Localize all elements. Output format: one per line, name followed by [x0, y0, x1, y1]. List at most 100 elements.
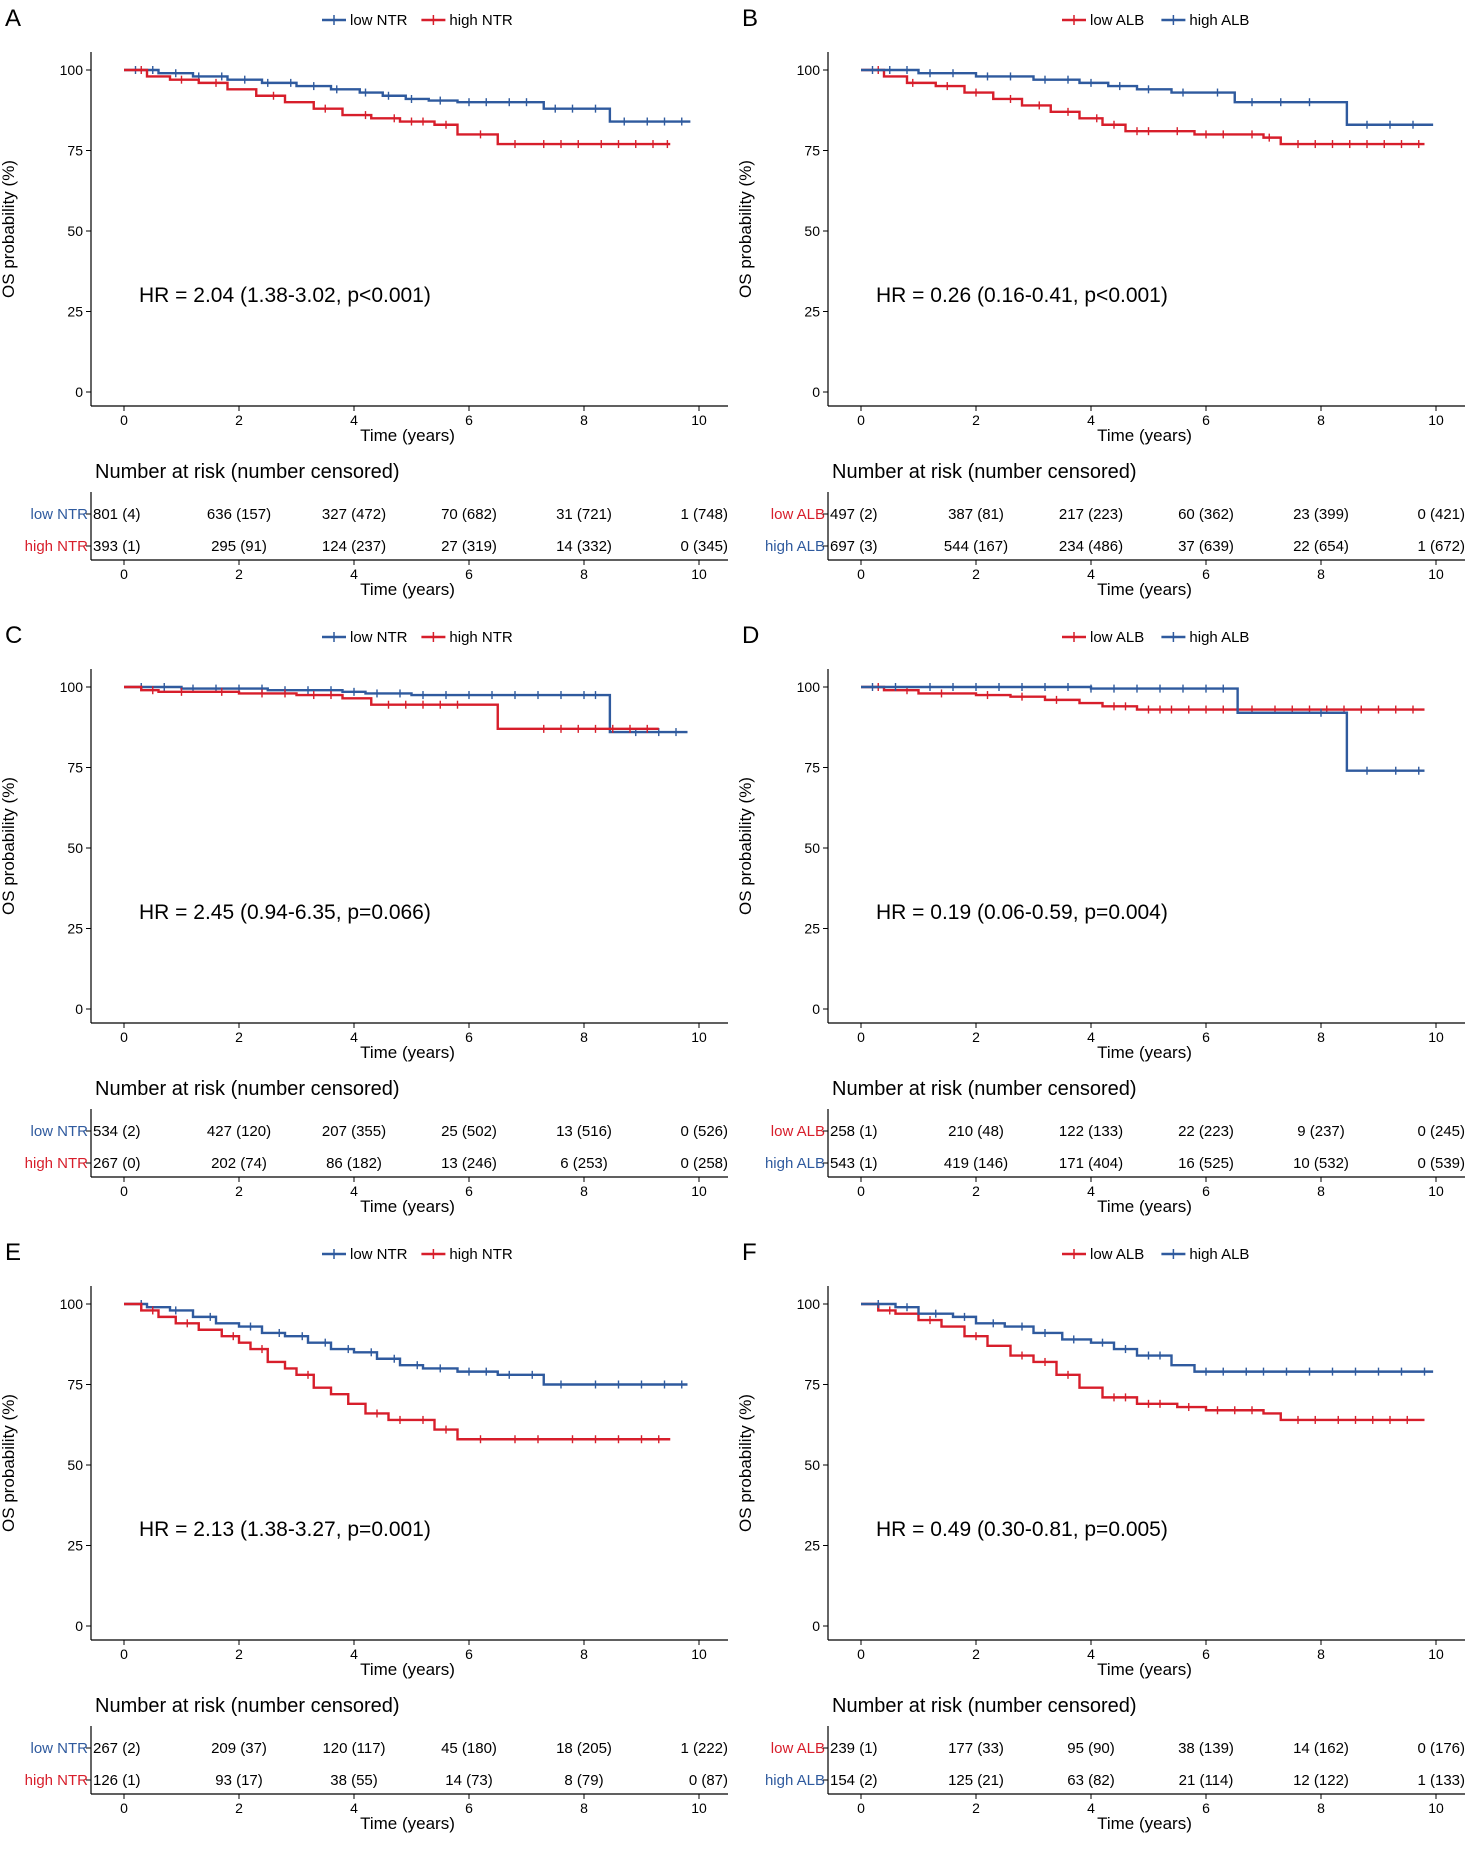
x-tick-label: 10 — [1428, 412, 1444, 428]
risk-cell: 427 (120) — [207, 1123, 271, 1140]
y-axis-title: OS probability (%) — [736, 160, 755, 298]
legend-label-1: high NTR — [449, 1246, 513, 1263]
risk-cell: 0 (245) — [1417, 1123, 1465, 1140]
x-tick-label: 4 — [350, 412, 358, 428]
survival-curve — [861, 68, 1434, 126]
risk-cell: 202 (74) — [211, 1155, 267, 1172]
y-tick-label: 50 — [804, 840, 820, 856]
risk-x-tick-label: 8 — [580, 1800, 588, 1816]
x-tick-label: 0 — [120, 1646, 128, 1662]
risk-cell: 122 (133) — [1059, 1123, 1123, 1140]
risk-cell: 1 (133) — [1417, 1772, 1465, 1789]
legend-label-0: low ALB — [1090, 629, 1144, 646]
y-tick-label: 50 — [804, 1457, 820, 1473]
risk-cell: 267 (0) — [93, 1155, 141, 1172]
risk-x-tick-label: 2 — [972, 1183, 980, 1199]
series-low-ntr — [124, 683, 688, 737]
x-tick-label: 10 — [1428, 1029, 1444, 1045]
risk-x-tick-label: 6 — [465, 1183, 473, 1199]
risk-cell: 38 (139) — [1178, 1740, 1234, 1757]
risk-cell: 419 (146) — [944, 1155, 1008, 1172]
survival-curve — [124, 685, 659, 731]
y-tick-label: 25 — [67, 1538, 83, 1554]
risk-cell: 37 (639) — [1178, 538, 1234, 555]
risk-cell: 95 (90) — [1067, 1740, 1115, 1757]
risk-cell: 70 (682) — [441, 506, 497, 523]
x-tick-label: 10 — [691, 1029, 707, 1045]
y-tick-label: 75 — [804, 143, 820, 159]
series-low-ntr — [124, 66, 691, 126]
risk-x-axis-title: Time (years) — [1097, 1814, 1192, 1833]
risk-cell: 22 (223) — [1178, 1123, 1234, 1140]
series-high-alb — [861, 1300, 1434, 1376]
x-tick-label: 0 — [120, 1029, 128, 1045]
risk-cell: 258 (1) — [830, 1123, 878, 1140]
risk-x-tick-label: 0 — [857, 1800, 865, 1816]
y-tick-label: 0 — [812, 1001, 820, 1017]
x-axis-title: Time (years) — [360, 426, 455, 445]
series-high-ntr — [124, 1302, 671, 1444]
y-tick-label: 0 — [812, 384, 820, 400]
y-axis-title: OS probability (%) — [0, 777, 18, 915]
risk-cell: 534 (2) — [93, 1123, 141, 1140]
risk-x-tick-label: 0 — [857, 566, 865, 582]
legend-label-1: high NTR — [449, 629, 513, 646]
panel-label: F — [742, 1239, 757, 1266]
y-tick-label: 75 — [67, 1377, 83, 1393]
risk-cell: 209 (37) — [211, 1740, 267, 1757]
y-tick-label: 75 — [804, 760, 820, 776]
x-axis-title: Time (years) — [1097, 1660, 1192, 1679]
risk-cell: 93 (17) — [215, 1772, 263, 1789]
x-tick-label: 0 — [857, 1646, 865, 1662]
risk-cell: 327 (472) — [322, 506, 386, 523]
survival-curve — [861, 685, 1425, 772]
survival-curve — [124, 1302, 671, 1441]
y-axis-title: OS probability (%) — [736, 777, 755, 915]
survival-curve — [861, 685, 1425, 711]
risk-cell: 86 (182) — [326, 1155, 382, 1172]
hazard-ratio-text: HR = 0.19 (0.06-0.59, p=0.004) — [876, 901, 1168, 924]
risk-cell: 0 (421) — [1417, 506, 1465, 523]
risk-row-label: low ALB — [771, 506, 825, 523]
risk-cell: 14 (73) — [445, 1772, 493, 1789]
survival-curve — [861, 1302, 1434, 1373]
x-tick-label: 8 — [580, 1646, 588, 1662]
risk-cell: 16 (525) — [1178, 1155, 1234, 1172]
y-tick-label: 50 — [67, 840, 83, 856]
risk-table-title: Number at risk (number censored) — [95, 1078, 400, 1100]
y-tick-label: 25 — [804, 304, 820, 320]
risk-cell: 0 (258) — [680, 1155, 728, 1172]
risk-x-tick-label: 4 — [1087, 1183, 1095, 1199]
y-tick-label: 75 — [67, 760, 83, 776]
legend-label-0: low ALB — [1090, 12, 1144, 29]
series-high-alb — [861, 683, 1425, 775]
risk-cell: 45 (180) — [441, 1740, 497, 1757]
risk-row-label: low ALB — [771, 1123, 825, 1140]
risk-cell: 295 (91) — [211, 538, 267, 555]
hazard-ratio-text: HR = 2.13 (1.38-3.27, p=0.001) — [139, 1518, 431, 1541]
risk-x-tick-label: 4 — [350, 1183, 358, 1199]
x-tick-label: 8 — [1317, 1646, 1325, 1662]
risk-x-tick-label: 0 — [857, 1183, 865, 1199]
risk-x-tick-label: 6 — [465, 566, 473, 582]
series-low-alb — [861, 66, 1425, 149]
risk-cell: 13 (246) — [441, 1155, 497, 1172]
risk-cell: 10 (532) — [1293, 1155, 1349, 1172]
x-tick-label: 8 — [580, 1029, 588, 1045]
risk-cell: 267 (2) — [93, 1740, 141, 1757]
risk-row-label: high ALB — [765, 1772, 825, 1789]
legend: low ALB high ALB — [1062, 1246, 1249, 1263]
x-tick-label: 2 — [972, 412, 980, 428]
risk-cell: 18 (205) — [556, 1740, 612, 1757]
x-tick-label: 6 — [465, 412, 473, 428]
y-tick-label: 100 — [60, 679, 84, 695]
x-tick-label: 2 — [972, 1029, 980, 1045]
risk-cell: 0 (526) — [680, 1123, 728, 1140]
risk-x-axis-title: Time (years) — [360, 580, 455, 599]
y-tick-label: 100 — [60, 1296, 84, 1312]
risk-x-tick-label: 4 — [1087, 566, 1095, 582]
